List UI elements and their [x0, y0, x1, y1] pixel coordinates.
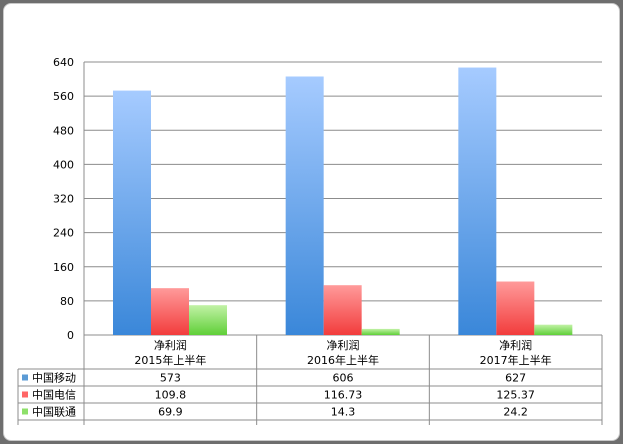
legend-label: 中国移动 — [32, 372, 76, 385]
data-label: 69.9 — [158, 406, 183, 419]
bar-2-1 — [361, 328, 400, 335]
bar-0-2 — [458, 67, 497, 335]
legend-key-1 — [22, 391, 28, 398]
y-tick-label: 80 — [60, 295, 74, 308]
bar-1-2 — [496, 281, 535, 335]
category-label-line1: 净利润 — [327, 338, 360, 352]
y-tick-label: 560 — [53, 90, 74, 103]
category-label-line1: 净利润 — [499, 338, 532, 352]
data-label: 606 — [333, 372, 354, 385]
bar-0-0 — [113, 90, 151, 336]
legend-key-2 — [22, 408, 28, 415]
data-label: 14.3 — [331, 406, 356, 419]
legend-key-0 — [22, 374, 28, 381]
y-axis: 0 80 160 240 320 400 480 560 640 — [53, 56, 74, 342]
bar-2-0 — [189, 305, 227, 335]
y-tick-label: 0 — [67, 329, 74, 342]
legend-label: 中国联通 — [32, 406, 76, 419]
y-tick-label: 400 — [53, 158, 74, 171]
data-label: 125.37 — [496, 389, 535, 402]
y-tick-label: 160 — [53, 261, 74, 274]
category-label-line1: 净利润 — [154, 338, 187, 352]
y-tick-label: 640 — [53, 56, 74, 69]
data-label: 109.8 — [155, 389, 187, 402]
data-label: 24.2 — [503, 406, 528, 419]
y-tick-label: 240 — [53, 227, 74, 240]
bar-1-1 — [323, 285, 362, 335]
bar-0-1 — [285, 76, 324, 336]
y-tick-label: 320 — [53, 193, 74, 206]
bar-2-2 — [534, 324, 573, 335]
category-label-line2: 2016年上半年 — [307, 353, 379, 367]
data-label: 627 — [505, 372, 526, 385]
data-label: 116.73 — [324, 389, 363, 402]
bar-1-0 — [151, 288, 189, 335]
data-label: 573 — [160, 372, 181, 385]
category-label-line2: 2017年上半年 — [480, 353, 552, 367]
bars — [113, 67, 573, 336]
legend-label: 中国电信 — [32, 389, 76, 402]
y-tick-label: 480 — [53, 124, 74, 137]
category-label-line2: 2015年上半年 — [134, 353, 206, 367]
